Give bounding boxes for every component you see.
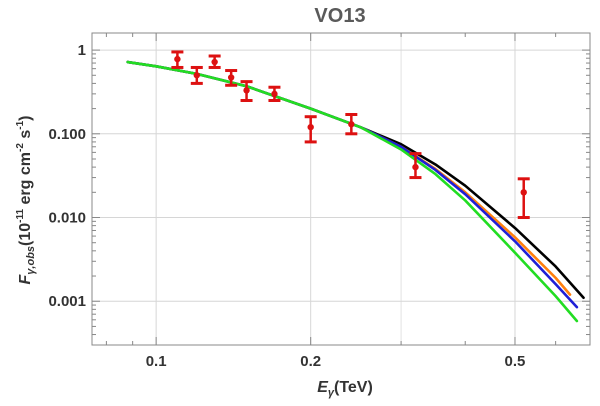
data-point bbox=[243, 87, 250, 94]
y-tick-label: 0.010 bbox=[48, 210, 86, 227]
x-tick-label: 0.2 bbox=[300, 353, 321, 370]
x-axis-label-unit: (TeV) bbox=[334, 379, 373, 396]
y-axis-label-a: (10 bbox=[17, 223, 34, 246]
data-point bbox=[520, 189, 527, 196]
data-point bbox=[307, 123, 314, 131]
y-axis-label-d: ) bbox=[17, 116, 34, 121]
x-axis-label-main: E bbox=[317, 379, 329, 396]
data-point bbox=[271, 90, 278, 98]
y-axis-label-b: erg cm bbox=[17, 152, 34, 209]
chart-title: VO13 bbox=[314, 5, 365, 27]
x-tick-label: 0.1 bbox=[146, 353, 167, 370]
x-axis-label-sub: γ bbox=[328, 387, 335, 399]
series-line-green bbox=[126, 60, 579, 323]
y-tick-label: 0.001 bbox=[48, 293, 86, 310]
y-axis-label-main: F bbox=[17, 273, 34, 284]
x-tick-label: 0.5 bbox=[505, 353, 526, 370]
model-curves bbox=[126, 60, 585, 323]
y-axis-label-c: s bbox=[17, 130, 34, 143]
data-point bbox=[211, 58, 218, 66]
data-point bbox=[348, 121, 355, 128]
y-axis-label-sub: γ,obs bbox=[25, 246, 37, 275]
data-point bbox=[174, 55, 181, 63]
data-point bbox=[227, 74, 235, 81]
data-point bbox=[193, 72, 200, 79]
plot-frame bbox=[91, 32, 591, 346]
y-axis-label-sup-a: -11 bbox=[15, 208, 26, 222]
y-axis-label-sup-b: -2 bbox=[15, 143, 26, 152]
y-tick-label: 1 bbox=[78, 42, 86, 59]
x-axis-label: Eγ(TeV) bbox=[317, 379, 373, 399]
grid bbox=[92, 33, 590, 345]
y-tick-labels: 1 0.100 0.010 0.001 bbox=[48, 42, 86, 310]
observations bbox=[171, 50, 530, 220]
y-tick-label: 0.100 bbox=[48, 126, 86, 143]
ticks bbox=[92, 33, 591, 346]
y-axis-label: Fγ,obs(10-11 erg cm-2 s-1) bbox=[15, 116, 37, 285]
data-point bbox=[412, 163, 419, 171]
y-axis-label-sup-c: -1 bbox=[15, 120, 26, 129]
x-tick-labels: 0.1 0.2 0.5 bbox=[146, 353, 526, 370]
